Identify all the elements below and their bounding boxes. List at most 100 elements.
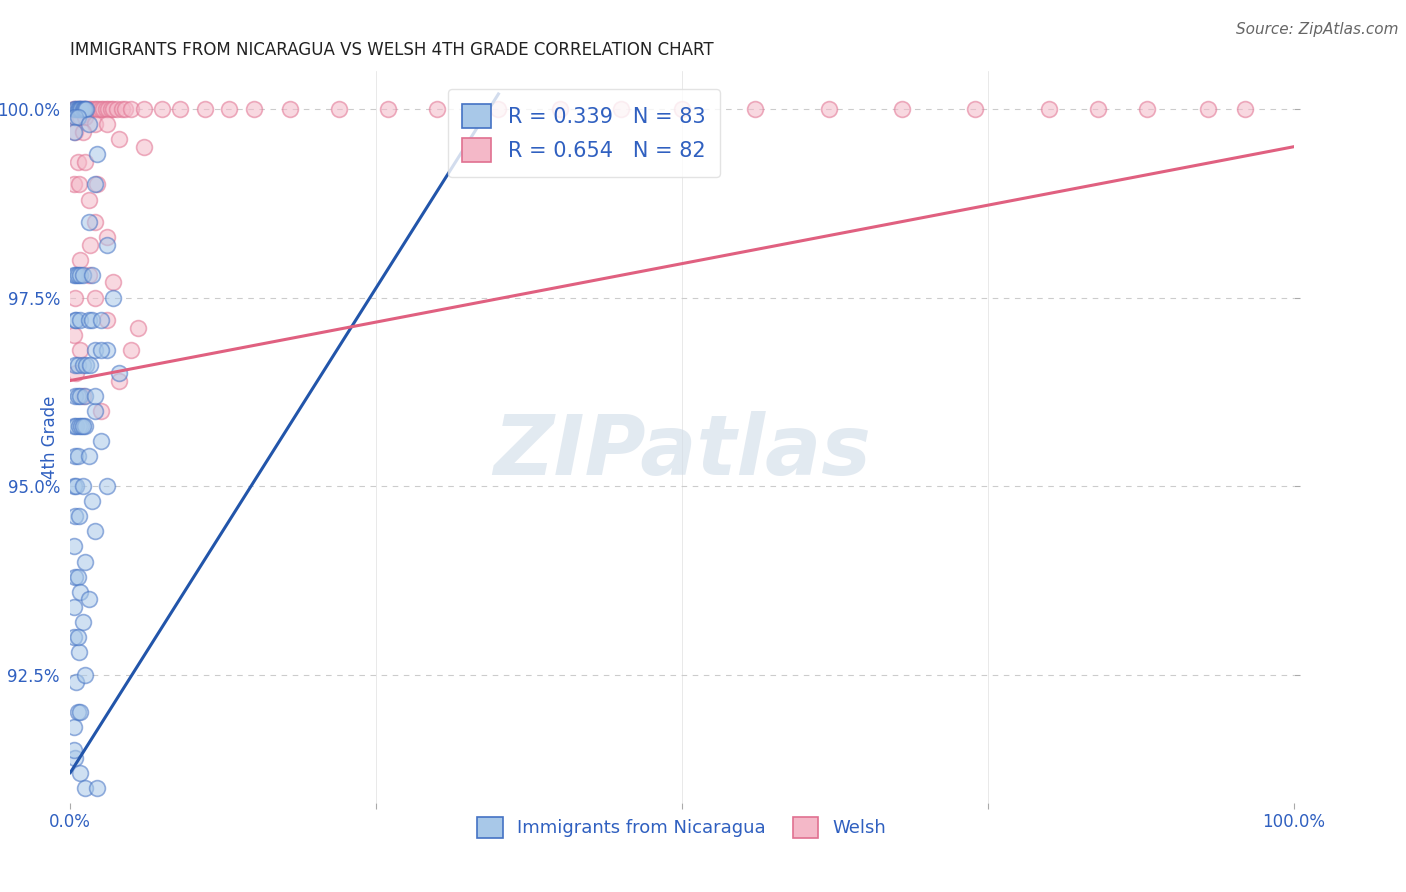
Point xyxy=(63,125,86,139)
Text: ZIPatlas: ZIPatlas xyxy=(494,411,870,492)
Point xyxy=(63,389,86,403)
Point xyxy=(66,389,89,403)
Point xyxy=(65,418,87,433)
Point xyxy=(96,237,118,252)
Point xyxy=(79,237,101,252)
Point xyxy=(83,291,105,305)
Point xyxy=(63,102,86,116)
Point xyxy=(66,449,89,463)
Point xyxy=(70,102,93,116)
Point xyxy=(63,359,86,373)
Point xyxy=(96,230,118,244)
Point xyxy=(108,132,131,146)
Point xyxy=(72,418,94,433)
Point xyxy=(72,615,94,629)
Point xyxy=(132,102,155,116)
Point xyxy=(100,102,122,116)
Point xyxy=(63,110,86,124)
Point xyxy=(91,102,114,116)
Point xyxy=(1038,102,1060,116)
Point xyxy=(90,434,112,448)
Point xyxy=(63,720,86,734)
Point xyxy=(65,102,87,116)
Point xyxy=(66,359,89,373)
Point xyxy=(150,102,173,116)
Point xyxy=(1087,102,1109,116)
Point xyxy=(72,479,94,493)
Point xyxy=(83,117,105,131)
Point xyxy=(90,102,112,116)
Point xyxy=(94,102,117,116)
Point xyxy=(86,780,108,795)
Point xyxy=(73,102,96,116)
Point xyxy=(69,313,91,327)
Point xyxy=(72,125,94,139)
Point xyxy=(105,102,128,116)
Point xyxy=(90,343,112,358)
Point xyxy=(75,359,97,373)
Point xyxy=(83,102,105,116)
Point xyxy=(426,102,449,116)
Point xyxy=(63,479,86,493)
Point xyxy=(169,102,191,116)
Point xyxy=(66,268,89,282)
Point xyxy=(101,291,124,305)
Point xyxy=(101,102,124,116)
Point xyxy=(66,630,89,644)
Point xyxy=(548,102,571,116)
Point xyxy=(63,291,86,305)
Point xyxy=(194,102,217,116)
Point xyxy=(67,178,90,192)
Legend: Immigrants from Nicaragua, Welsh: Immigrants from Nicaragua, Welsh xyxy=(470,810,894,845)
Point xyxy=(73,154,96,169)
Point xyxy=(1136,102,1159,116)
Point xyxy=(1233,102,1256,116)
Point xyxy=(72,268,94,282)
Point xyxy=(65,268,87,282)
Point xyxy=(67,102,90,116)
Point xyxy=(69,110,91,124)
Point xyxy=(108,374,131,388)
Point xyxy=(63,102,86,116)
Text: IMMIGRANTS FROM NICARAGUA VS WELSH 4TH GRADE CORRELATION CHART: IMMIGRANTS FROM NICARAGUA VS WELSH 4TH G… xyxy=(70,41,714,59)
Point xyxy=(73,389,96,403)
Point xyxy=(111,102,134,116)
Point xyxy=(218,102,240,116)
Point xyxy=(83,215,105,229)
Point xyxy=(77,193,100,207)
Point xyxy=(63,630,86,644)
Y-axis label: 4th Grade: 4th Grade xyxy=(41,395,59,479)
Point xyxy=(744,102,766,116)
Point xyxy=(488,102,510,116)
Point xyxy=(63,110,86,124)
Point xyxy=(77,268,100,282)
Point xyxy=(965,102,987,116)
Point xyxy=(65,675,87,690)
Point xyxy=(96,117,118,131)
Point xyxy=(84,102,107,116)
Point xyxy=(1197,102,1219,116)
Point xyxy=(77,449,100,463)
Point xyxy=(69,102,91,116)
Point xyxy=(66,569,89,583)
Point xyxy=(63,125,86,139)
Point xyxy=(243,102,266,116)
Point xyxy=(72,359,94,373)
Point xyxy=(82,313,104,327)
Point xyxy=(83,389,105,403)
Point xyxy=(114,102,136,116)
Point xyxy=(87,102,110,116)
Point xyxy=(69,389,91,403)
Point xyxy=(77,117,100,131)
Point xyxy=(73,780,96,795)
Point xyxy=(101,276,124,290)
Point xyxy=(90,403,112,417)
Point xyxy=(83,178,105,192)
Point xyxy=(108,366,131,380)
Point xyxy=(77,102,100,116)
Point xyxy=(610,102,633,116)
Point xyxy=(66,102,89,116)
Point xyxy=(83,403,105,417)
Point xyxy=(63,540,86,554)
Point xyxy=(90,313,112,327)
